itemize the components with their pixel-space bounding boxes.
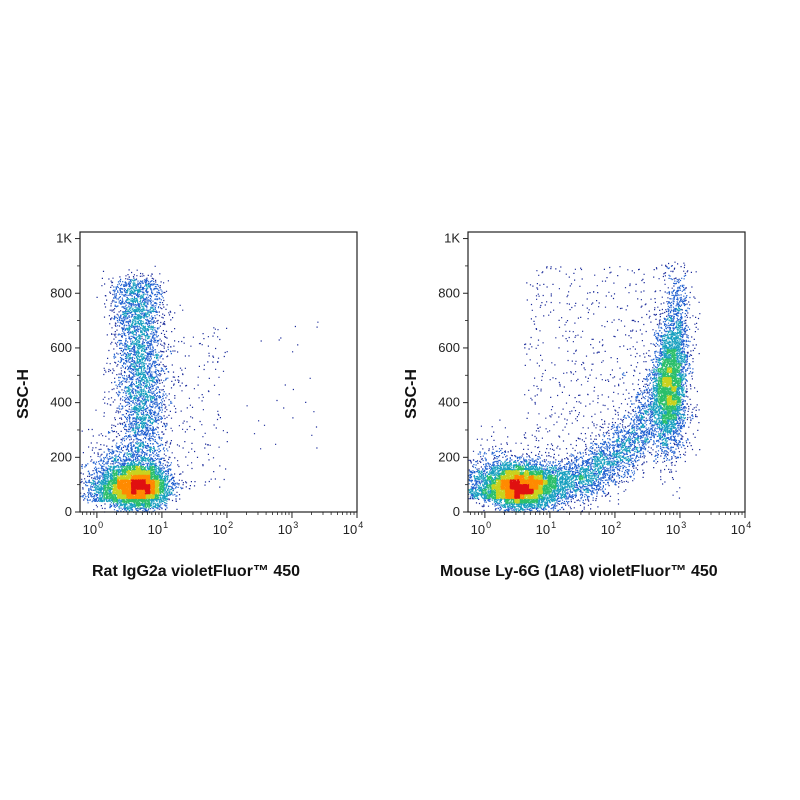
x-tick-label: 101 (536, 520, 556, 537)
x-tick-label: 100 (471, 520, 491, 537)
y-axis-title-left: SSC-H (15, 369, 32, 419)
flow-plot-right: 0 200 400 600 800 1K 100 101 102 103 104 SSC-H Mou… (400, 225, 751, 580)
event-density-layer-5 (117, 474, 156, 500)
x-tick-label: 102 (213, 520, 233, 537)
event-dots (80, 265, 319, 514)
x-tick-label: 104 (731, 520, 751, 537)
y-tick-label: 400 (50, 395, 72, 410)
y-tick-label: 1K (444, 231, 460, 246)
y-tick-label: 800 (438, 285, 460, 300)
y-tick-label: 200 (50, 449, 72, 464)
y-tick-label: 800 (50, 285, 72, 300)
x-axis-title-left: Rat IgG2a violetFluor™ 450 (92, 563, 301, 580)
event-density-layer-6 (130, 479, 151, 495)
x-tick-label: 104 (343, 520, 363, 537)
scatter-plot-left: 0 200 400 600 800 1K 100 101 102 103 104 (50, 231, 363, 537)
flow-plot-left: 0 200 400 600 800 1K 100 101 102 103 104 SSC-H Rat… (12, 225, 363, 580)
plot-frame (467, 231, 746, 513)
y-tick-label: 0 (453, 504, 460, 519)
event-density-layer-2 (468, 306, 687, 513)
event-density-layer-2 (90, 279, 174, 513)
y-tick-label: 1K (56, 231, 72, 246)
x-tick-label: 103 (666, 520, 686, 537)
x-axis-title-right: Mouse Ly-6G (1A8) violetFluor™ 450 (440, 563, 718, 580)
x-tick-label: 101 (148, 520, 168, 537)
y-tick-label: 600 (438, 340, 460, 355)
event-density-layer-4 (112, 465, 160, 500)
event-density-layer-6 (509, 479, 534, 499)
y-tick-label: 200 (438, 449, 460, 464)
event-density-layer-3 (103, 465, 165, 509)
y-axis-title-right: SSC-H (403, 369, 420, 419)
x-tick-label: 102 (601, 520, 621, 537)
plot-frame (79, 231, 358, 513)
y-tick-label: 0 (65, 504, 72, 519)
y-tick-label: 600 (50, 340, 72, 355)
x-tick-label: 100 (83, 520, 103, 537)
event-density-layer-5 (500, 474, 543, 500)
y-tick-label: 400 (438, 395, 460, 410)
scatter-plot-right: 0 200 400 600 800 1K 100 101 102 103 104 (438, 231, 751, 537)
x-tick-label: 103 (278, 520, 298, 537)
event-dots (468, 261, 701, 514)
